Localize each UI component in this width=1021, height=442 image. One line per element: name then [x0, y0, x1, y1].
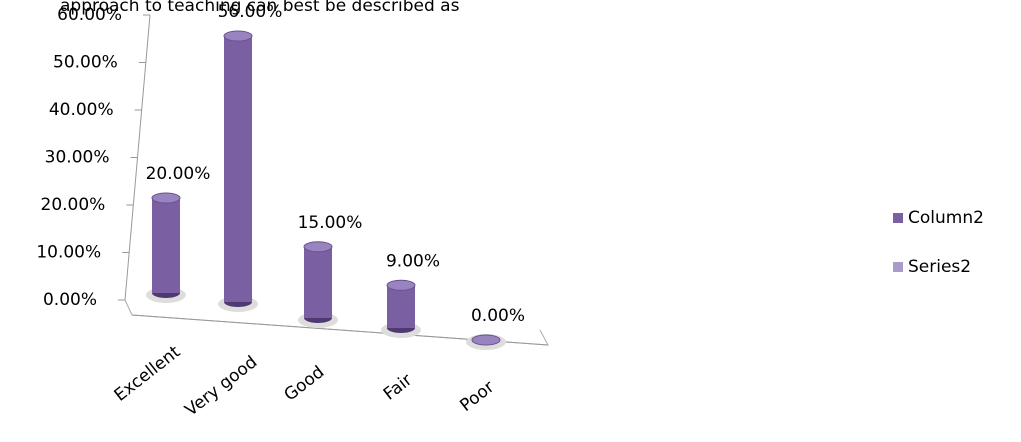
value-label: 56.00% [218, 2, 283, 22]
x-tick-label: Fair [380, 370, 416, 404]
chart-title: approach to teaching can best be describ… [60, 0, 460, 16]
value-label: 0.00% [471, 306, 525, 326]
bar-cap [223, 30, 253, 42]
legend-swatch [893, 213, 903, 223]
x-tick-label: Poor [456, 377, 498, 416]
y-tick-label: 60.00% [57, 5, 122, 25]
bar [304, 246, 332, 318]
y-tick-label: 20.00% [41, 195, 106, 215]
legend-label: Column2 [908, 208, 984, 228]
x-tick-label: Very good [181, 352, 261, 420]
x-tick-label: Excellent [111, 342, 185, 406]
bar [224, 36, 252, 302]
bar [387, 285, 415, 328]
y-tick-label: 30.00% [45, 148, 110, 168]
y-tick-label: 10.00% [36, 243, 101, 263]
bar-cap [386, 279, 416, 291]
legend-swatch [893, 262, 903, 272]
bar [152, 198, 180, 293]
y-tick-label: 0.00% [43, 290, 97, 310]
y-tick-label: 50.00% [53, 53, 118, 73]
legend-label: Series2 [908, 257, 971, 277]
bar-cap [303, 241, 333, 253]
y-tick-label: 40.00% [49, 100, 114, 120]
value-label: 20.00% [146, 164, 211, 184]
value-label: 9.00% [386, 251, 440, 271]
bar-cap [471, 334, 501, 346]
bar-cap [151, 192, 181, 204]
x-tick-label: Good [281, 362, 329, 405]
value-label: 15.00% [298, 213, 363, 233]
